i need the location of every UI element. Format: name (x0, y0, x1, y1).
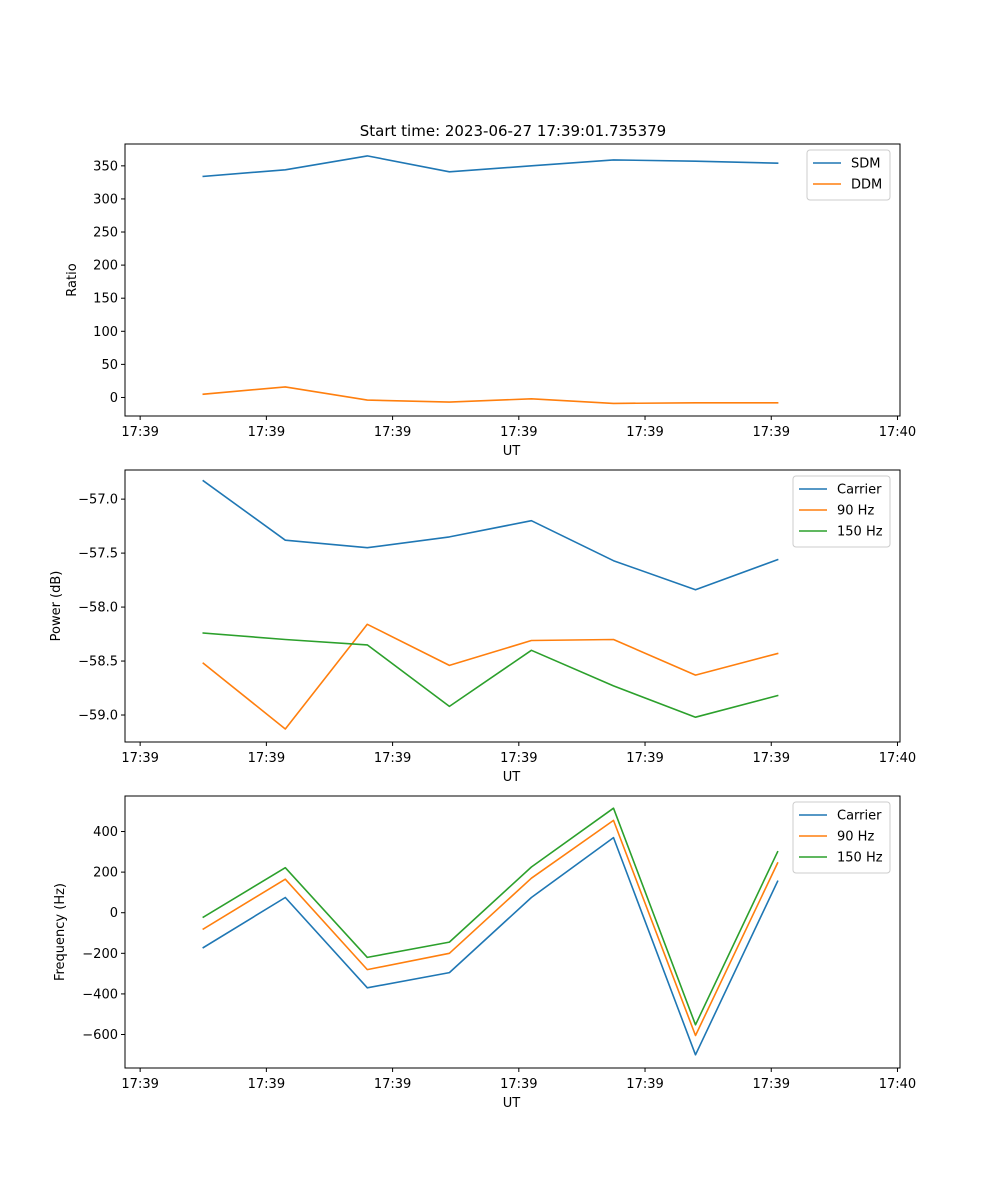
series-line-ddm (202, 386, 779, 405)
y-axis-label: Power (dB) (49, 571, 64, 642)
series-line-90-hz (202, 819, 779, 1037)
x-tick-label: 17:39 (374, 425, 411, 440)
legend: Carrier 90 Hz 150 Hz (792, 801, 891, 874)
x-tick-label: 17:39 (248, 425, 285, 440)
x-tick-label: 17:39 (248, 751, 285, 766)
y-tick-label: 300 (93, 192, 118, 207)
x-tick-label: 17:39 (753, 425, 790, 440)
y-tick-label: −59.0 (78, 709, 118, 724)
x-axis-label: UT (503, 444, 521, 459)
series-line-carrier (202, 479, 779, 591)
legend-frame (792, 475, 891, 548)
y-tick-label: −600 (82, 1028, 118, 1043)
x-tick-label: 17:39 (626, 751, 663, 766)
panel-3: 17:39 17:39 17:39 17:39 17:39 17:39 17:40 −600 −… (53, 795, 916, 1111)
panels: 17:39 17:39 17:39 17:39 17:39 17:39 17:40 0 50 10… (49, 143, 916, 1111)
legend-label: 150 Hz (837, 851, 883, 866)
y-tick-label: 0 (110, 391, 118, 406)
x-tick-label: 17:39 (753, 1077, 790, 1092)
legend-label: Carrier (837, 483, 882, 498)
x-tick-label: 17:40 (879, 751, 916, 766)
legend: SDM DDM (806, 149, 891, 201)
x-tick-label: 17:39 (121, 425, 158, 440)
panel-2: 17:39 17:39 17:39 17:39 17:39 17:39 17:40 −59.0… (49, 469, 916, 785)
series-line-150-hz (202, 632, 779, 719)
y-tick-label: 350 (93, 159, 118, 174)
legend-label: 90 Hz (837, 504, 874, 519)
y-axis-label: Ratio (65, 263, 80, 296)
plot-frame (124, 795, 901, 1069)
legend-frame (792, 801, 891, 874)
series-line-150-hz (202, 807, 779, 1026)
y-tick-label: 200 (93, 259, 118, 274)
y-tick-label: −400 (82, 987, 118, 1002)
y-tick-label: 400 (93, 825, 118, 840)
y-tick-label: −58.5 (78, 655, 118, 670)
x-tick-label: 17:40 (879, 1077, 916, 1092)
x-axis-label: UT (503, 1096, 521, 1111)
x-tick-label: 17:39 (500, 1077, 537, 1092)
legend-label: DDM (851, 178, 882, 193)
y-tick-label: 0 (110, 906, 118, 921)
x-tick-label: 17:39 (500, 751, 537, 766)
y-tick-label: 50 (101, 358, 118, 373)
panel-1: 17:39 17:39 17:39 17:39 17:39 17:39 17:40 0 50 10… (65, 143, 916, 459)
series-line-90-hz (202, 623, 779, 730)
x-tick-label: 17:39 (248, 1077, 285, 1092)
x-tick-label: 17:39 (753, 751, 790, 766)
x-tick-label: 17:39 (374, 1077, 411, 1092)
y-tick-label: 200 (93, 866, 118, 881)
y-tick-label: −57.5 (78, 547, 118, 562)
y-tick-label: −57.0 (78, 493, 118, 508)
x-tick-label: 17:39 (121, 751, 158, 766)
x-tick-label: 17:40 (879, 425, 916, 440)
legend-label: Carrier (837, 809, 882, 824)
plot-frame (124, 143, 901, 417)
y-tick-label: −200 (82, 947, 118, 962)
y-tick-label: −58.0 (78, 601, 118, 616)
x-axis-label: UT (503, 770, 521, 785)
legend: Carrier 90 Hz 150 Hz (792, 475, 891, 548)
x-tick-label: 17:39 (500, 425, 537, 440)
plot-frame (124, 469, 901, 743)
x-tick-label: 17:39 (374, 751, 411, 766)
x-tick-label: 17:39 (626, 425, 663, 440)
series-line-sdm (202, 155, 779, 178)
y-tick-label: 150 (93, 292, 118, 307)
y-tick-label: 100 (93, 325, 118, 340)
y-tick-label: 250 (93, 226, 118, 241)
legend-label: 90 Hz (837, 830, 874, 845)
x-tick-label: 17:39 (121, 1077, 158, 1092)
legend-label: 150 Hz (837, 525, 883, 540)
series-line-carrier (202, 836, 779, 1056)
x-tick-label: 17:39 (626, 1077, 663, 1092)
y-axis-label: Frequency (Hz) (53, 883, 68, 981)
figure-title: Start time: 2023-06-27 17:39:01.735379 (360, 122, 666, 140)
legend-label: SDM (851, 157, 880, 172)
